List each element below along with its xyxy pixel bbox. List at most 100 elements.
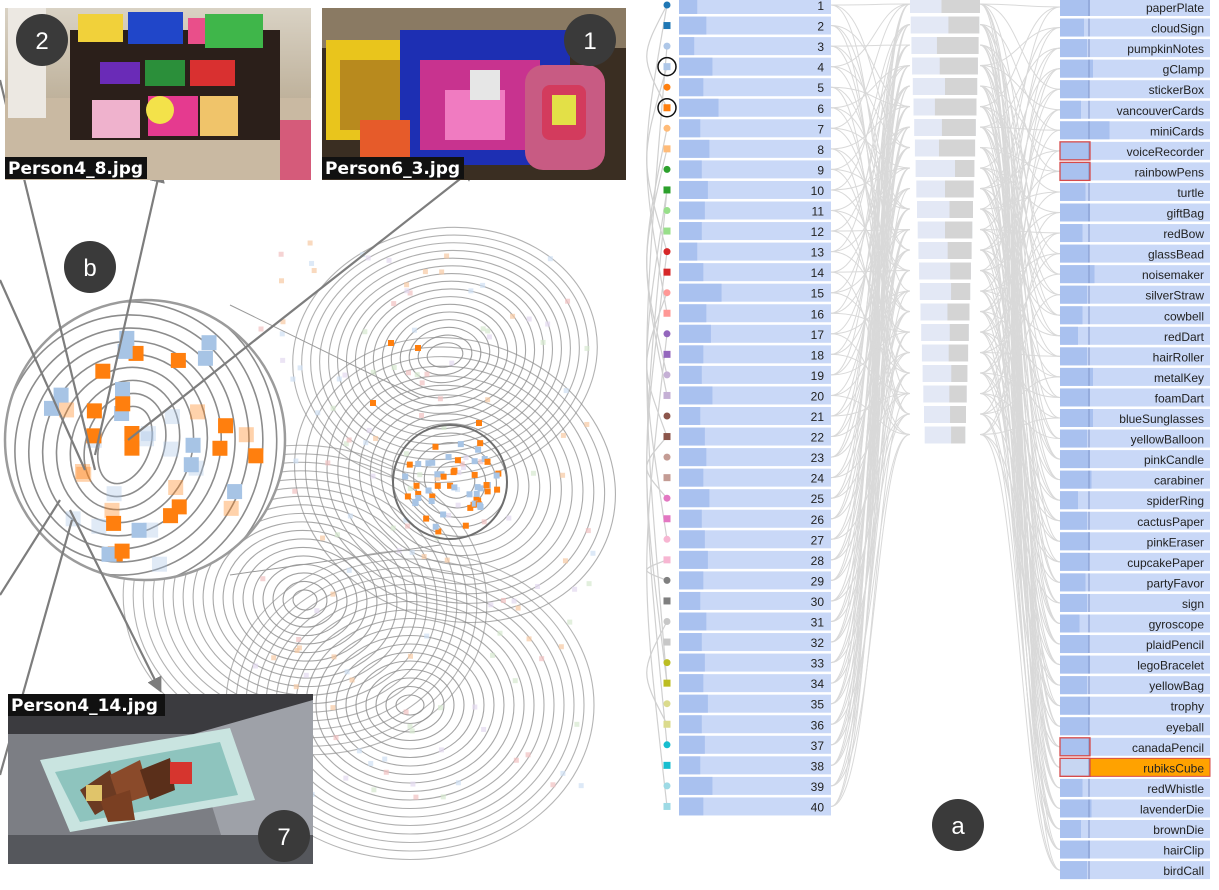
lens-point[interactable] bbox=[140, 426, 156, 442]
scatter-point[interactable] bbox=[440, 473, 447, 480]
object-row[interactable]: giftBag bbox=[1060, 203, 1210, 222]
cluster-row[interactable]: 12 bbox=[663, 222, 832, 241]
object-row[interactable]: noisemaker bbox=[1060, 265, 1210, 284]
lens-point[interactable] bbox=[75, 464, 91, 480]
scatter-point[interactable] bbox=[473, 490, 480, 497]
cluster-row[interactable]: 22 bbox=[663, 427, 832, 446]
lens-point[interactable] bbox=[106, 515, 122, 531]
scatter-point[interactable] bbox=[457, 441, 464, 448]
scatter-point[interactable] bbox=[476, 420, 482, 426]
object-row[interactable]: vancouverCards bbox=[1060, 100, 1210, 119]
cluster-row[interactable]: 29 bbox=[663, 571, 832, 590]
cluster-row[interactable]: 37 bbox=[663, 735, 832, 754]
cluster-row[interactable]: 15 bbox=[663, 283, 832, 302]
scatter-point[interactable] bbox=[484, 458, 491, 465]
lens-point[interactable] bbox=[170, 352, 186, 368]
object-row[interactable]: eyeball bbox=[1060, 717, 1210, 736]
cluster-row[interactable]: 1 bbox=[663, 0, 832, 14]
scatter-point[interactable] bbox=[483, 482, 490, 489]
highlighted-scatter-points[interactable] bbox=[370, 340, 502, 535]
lens-point[interactable] bbox=[238, 427, 254, 443]
object-row[interactable]: cactusPaper bbox=[1060, 511, 1210, 530]
scatter-point[interactable] bbox=[484, 488, 491, 495]
lens-point[interactable] bbox=[248, 448, 264, 464]
object-row[interactable]: trophy bbox=[1060, 696, 1210, 715]
lens-point[interactable] bbox=[164, 409, 180, 425]
scatter-point[interactable] bbox=[429, 493, 436, 500]
lens-point[interactable] bbox=[201, 335, 217, 351]
cluster-row[interactable]: 38 bbox=[663, 756, 832, 775]
lens-point[interactable] bbox=[101, 546, 117, 562]
lens-point[interactable] bbox=[223, 500, 239, 516]
lens-point[interactable] bbox=[95, 363, 111, 379]
object-row[interactable]: paperPlate bbox=[1060, 0, 1210, 16]
lens-point[interactable] bbox=[124, 425, 140, 441]
lens-point[interactable] bbox=[106, 486, 122, 502]
object-row[interactable]: cloudSign bbox=[1060, 18, 1210, 37]
lens-point[interactable] bbox=[104, 502, 120, 518]
cluster-row[interactable]: 33 bbox=[663, 653, 832, 672]
scatter-point[interactable] bbox=[429, 459, 436, 466]
scatter-point[interactable] bbox=[451, 484, 458, 491]
object-row[interactable]: birdCall bbox=[1060, 861, 1210, 880]
lens-point[interactable] bbox=[227, 484, 243, 500]
lens-point[interactable] bbox=[143, 522, 159, 538]
cluster-row[interactable]: 19 bbox=[663, 365, 832, 384]
scatter-point[interactable] bbox=[370, 400, 376, 406]
object-row[interactable]: brownDie bbox=[1060, 820, 1210, 838]
cluster-row[interactable]: 14 bbox=[663, 263, 832, 282]
scatter-point[interactable] bbox=[388, 340, 394, 346]
scatter-point[interactable] bbox=[425, 460, 432, 467]
scatter-point[interactable] bbox=[471, 458, 478, 465]
lens-point[interactable] bbox=[65, 511, 81, 527]
object-row[interactable]: silverStraw bbox=[1060, 285, 1210, 304]
lens-point[interactable] bbox=[185, 437, 201, 453]
object-list[interactable]: paperPlate cloudSign pumpkinNotes gClamp sti… bbox=[1059, 0, 1211, 880]
object-row[interactable]: redDart bbox=[1060, 326, 1210, 345]
scatter-point[interactable] bbox=[435, 528, 442, 535]
object-row[interactable]: sign bbox=[1060, 593, 1210, 612]
cluster-row[interactable]: 7 bbox=[663, 119, 832, 138]
lens-point[interactable] bbox=[190, 404, 206, 420]
lens-point[interactable] bbox=[163, 441, 179, 457]
scatter-point[interactable] bbox=[423, 515, 430, 522]
cluster-row[interactable]: 16 bbox=[663, 304, 832, 323]
scatter-point[interactable] bbox=[467, 504, 474, 511]
scatter-point[interactable] bbox=[415, 460, 422, 467]
object-row[interactable]: redWhistle bbox=[1060, 778, 1210, 797]
object-row[interactable]: hairRoller bbox=[1060, 347, 1210, 366]
cluster-row[interactable]: 20 bbox=[663, 386, 832, 405]
object-row[interactable]: cowbell bbox=[1060, 306, 1210, 325]
lens-point[interactable] bbox=[76, 466, 92, 482]
cluster-row[interactable]: 13 bbox=[663, 242, 832, 261]
object-row[interactable]: rainbowPens bbox=[1059, 161, 1210, 182]
cluster-row[interactable]: 27 bbox=[663, 530, 832, 549]
scatter-point[interactable] bbox=[466, 491, 473, 498]
lens-point[interactable] bbox=[59, 402, 75, 418]
cluster-row[interactable]: 23 bbox=[663, 448, 832, 467]
scatter-point[interactable] bbox=[434, 471, 441, 478]
scatter-point[interactable] bbox=[451, 467, 458, 474]
cluster-row[interactable]: 17 bbox=[663, 324, 832, 343]
object-row[interactable]: blueSunglasses bbox=[1060, 409, 1210, 427]
scatter-point[interactable] bbox=[476, 502, 483, 509]
scatter-point[interactable] bbox=[471, 471, 478, 478]
lens-point[interactable] bbox=[183, 457, 199, 473]
object-row[interactable]: plaidPencil bbox=[1060, 635, 1210, 654]
object-row[interactable]: glassBead bbox=[1060, 244, 1210, 263]
scatter-point[interactable] bbox=[447, 482, 454, 489]
cluster-row[interactable]: 30 bbox=[663, 591, 832, 610]
lens-point[interactable] bbox=[139, 431, 155, 447]
scatter-point[interactable] bbox=[415, 345, 421, 351]
cluster-row[interactable]: 10 bbox=[663, 180, 832, 199]
object-row[interactable]: hairClip bbox=[1060, 840, 1210, 859]
cluster-list[interactable]: 1234567891011121314151617181920212223242… bbox=[657, 0, 832, 816]
object-row[interactable]: yellowBalloon bbox=[1060, 429, 1210, 448]
object-row[interactable]: lavenderDie bbox=[1060, 799, 1210, 818]
cluster-row[interactable]: 8 bbox=[663, 139, 832, 158]
scatter-point[interactable] bbox=[494, 486, 501, 493]
object-row[interactable]: partyFavor bbox=[1060, 573, 1210, 592]
scatter-point[interactable] bbox=[415, 494, 422, 501]
scatter-point[interactable] bbox=[425, 487, 432, 494]
scatter-point[interactable] bbox=[428, 497, 435, 504]
